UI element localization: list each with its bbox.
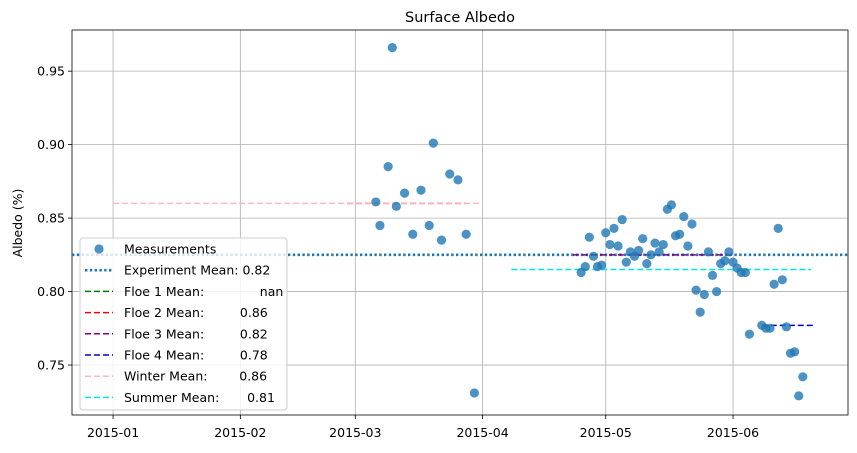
x-tick-label: 2015-05 (580, 425, 632, 440)
data-point (642, 259, 652, 269)
data-point (712, 286, 722, 297)
legend-entry: Floe 1 Mean: nan (124, 284, 283, 299)
y-tick-label: 0.80 (37, 284, 65, 299)
data-point (798, 372, 808, 382)
mean-lines (72, 202, 848, 327)
data-point (781, 322, 792, 332)
data-point (724, 247, 734, 257)
data-point (703, 247, 714, 257)
y-tick-label: 0.75 (37, 358, 65, 373)
data-point (580, 261, 590, 272)
legend-box (79, 237, 288, 411)
y-tick-label: 0.85 (37, 211, 65, 226)
data-point (683, 241, 693, 251)
data-point (416, 185, 426, 195)
chart-title: Surface Albedo (405, 10, 515, 26)
data-point (391, 201, 401, 211)
data-point (769, 279, 779, 289)
data-point (453, 175, 463, 185)
plot-frame (71, 29, 849, 416)
y-tick-label: 0.95 (37, 64, 65, 79)
x-tick-label: 2015-01 (87, 425, 139, 440)
data-point (383, 162, 393, 172)
data-point (777, 275, 787, 285)
data-point (408, 229, 418, 239)
data-point (666, 200, 677, 210)
data-point (707, 270, 718, 281)
data-point (675, 229, 685, 239)
data-point (445, 169, 455, 179)
data-point (687, 219, 697, 229)
data-point (387, 43, 397, 53)
y-axis-label: Albedo (%) (10, 189, 25, 258)
data-point (691, 285, 701, 295)
data-point (621, 257, 631, 267)
data-point (584, 232, 594, 242)
legend: Measurements Experiment Mean: 0.82 Floe 1 … (79, 237, 288, 411)
data-point (699, 289, 709, 300)
data-point (740, 267, 750, 278)
legend-entry: Experiment Mean: 0.82 (124, 263, 270, 278)
data-point (658, 239, 668, 250)
data-point (469, 388, 479, 398)
data-point (605, 239, 615, 250)
data-point (679, 212, 689, 222)
data-point (790, 347, 800, 357)
axes: 2015-01 2015-02 2015-03 2015-04 2015-05 2015-… (37, 29, 849, 440)
data-point (634, 245, 644, 256)
data-point (601, 228, 611, 238)
data-point (461, 229, 471, 239)
data-point (609, 223, 619, 233)
data-point (695, 307, 705, 317)
legend-entry: Winter Mean: 0.86 (124, 369, 267, 384)
x-tick-label: 2015-02 (214, 425, 266, 440)
data-point (375, 220, 385, 231)
legend-entry: Measurements (124, 242, 216, 257)
legend-entry: Floe 2 Mean: 0.86 (124, 305, 268, 320)
data-point (794, 391, 804, 401)
data-point (597, 260, 607, 270)
data-point (650, 238, 660, 248)
data-point (588, 251, 599, 261)
y-tick-label: 0.90 (37, 137, 65, 152)
x-tick-label: 2015-06 (707, 425, 759, 440)
data-point (617, 214, 627, 225)
data-point (613, 241, 623, 251)
legend-marker (94, 244, 104, 254)
data-point (646, 250, 656, 260)
data-point (720, 256, 730, 266)
data-point (654, 247, 664, 257)
data-point (399, 188, 410, 198)
data-point (773, 223, 783, 233)
data-point (428, 138, 438, 148)
x-tick-label: 2015-04 (456, 425, 508, 440)
data-point (436, 235, 447, 245)
x-tick-label: 2015-03 (329, 425, 381, 440)
legend-entry: Summer Mean: 0.81 (124, 390, 275, 405)
data-point (765, 323, 775, 333)
measurement-points (371, 43, 808, 401)
legend-entry: Floe 4 Mean: 0.78 (124, 348, 268, 363)
data-point (744, 329, 755, 339)
data-point (371, 197, 381, 207)
data-point (638, 234, 648, 244)
legend-entry: Floe 3 Mean: 0.82 (124, 326, 268, 341)
data-point (424, 220, 434, 231)
